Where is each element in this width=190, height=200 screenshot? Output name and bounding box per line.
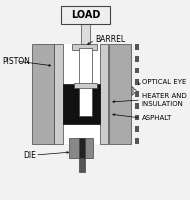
Text: BARREL: BARREL <box>95 36 125 45</box>
Bar <box>100 44 108 144</box>
Text: LOAD: LOAD <box>71 10 100 20</box>
Bar <box>79 158 85 172</box>
Bar <box>135 56 139 62</box>
Bar <box>63 84 100 124</box>
Polygon shape <box>132 87 136 95</box>
Text: DIE: DIE <box>23 150 36 160</box>
Bar <box>135 103 139 109</box>
Bar <box>135 44 139 50</box>
Text: OPTICAL EYE: OPTICAL EYE <box>142 79 186 85</box>
Bar <box>54 44 63 144</box>
Bar <box>135 79 139 85</box>
Bar <box>109 44 131 144</box>
Circle shape <box>133 89 136 93</box>
Bar <box>79 138 85 158</box>
Text: ASPHALT: ASPHALT <box>142 115 172 121</box>
Text: PISTON: PISTON <box>2 56 30 66</box>
Bar <box>72 44 97 50</box>
Bar <box>61 6 110 24</box>
Bar <box>32 44 54 144</box>
Bar <box>135 138 139 144</box>
Bar <box>135 115 139 120</box>
Bar <box>79 48 92 116</box>
Bar <box>135 126 139 132</box>
Bar <box>81 24 90 44</box>
Bar <box>69 138 93 158</box>
Bar <box>135 91 139 97</box>
Bar <box>74 83 97 88</box>
Bar <box>135 68 139 73</box>
Text: HEATER AND
INSULATION: HEATER AND INSULATION <box>142 94 186 106</box>
Bar <box>63 44 100 144</box>
Bar <box>79 81 92 87</box>
